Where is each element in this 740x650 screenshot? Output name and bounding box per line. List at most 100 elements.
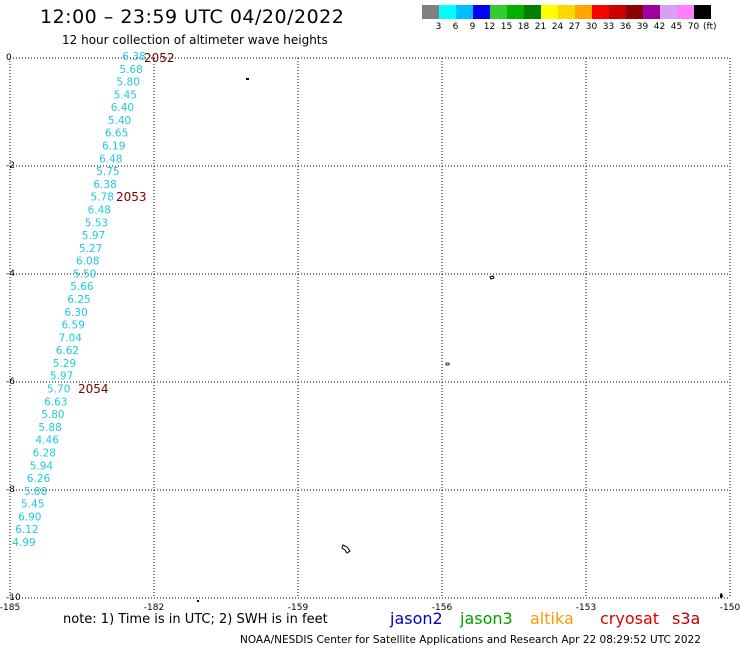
chart-subtitle: 12 hour collection of altimeter wave hei… — [62, 33, 328, 47]
latitude-tick-label: -6 — [6, 377, 15, 387]
wave-height-label: 6.26 — [27, 473, 51, 485]
legend-unit: (ft) — [703, 22, 717, 32]
wave-height-label: 5.66 — [70, 281, 94, 293]
island-outlines — [197, 78, 723, 602]
legend-swatch — [524, 5, 541, 19]
wave-height-label: 5.45 — [21, 499, 44, 511]
legend-swatch — [473, 5, 490, 19]
satellite-legend-jason2: jason2 — [390, 609, 443, 628]
wave-height-label: 5.97 — [50, 371, 73, 383]
wave-height-label: 5.80 — [41, 409, 64, 421]
legend-swatch — [643, 5, 660, 19]
wave-height-label: 6.63 — [44, 396, 67, 408]
legend-swatch — [558, 5, 575, 19]
wave-height-label: 5.88 — [24, 486, 47, 498]
wave-height-label: 6.19 — [102, 141, 125, 153]
legend-label: 33 — [602, 22, 615, 32]
longitude-tick-label: -159 — [288, 603, 309, 610]
satellite-legend-altika: altika — [530, 609, 574, 628]
island-marker — [246, 78, 249, 80]
legend-label: 15 — [500, 22, 513, 32]
island-marker — [197, 600, 199, 602]
island-outline — [720, 593, 723, 598]
wave-height-label: 6.59 — [62, 320, 85, 332]
latitude-tick-label: -2 — [6, 161, 15, 171]
wave-height-label: 4.46 — [36, 435, 60, 447]
legend-swatch — [694, 5, 711, 19]
legend-swatch — [626, 5, 643, 19]
wave-height-label: 5.29 — [53, 358, 76, 370]
wave-height-label: 5.53 — [85, 217, 108, 229]
legend-label: 6 — [452, 22, 459, 32]
wave-height-label: 5.68 — [119, 64, 142, 76]
legend-swatch — [677, 5, 694, 19]
legend-swatch — [575, 5, 592, 19]
legend-swatch — [439, 5, 456, 19]
legend-swatch — [592, 5, 609, 19]
wave-height-label: 6.25 — [67, 294, 90, 306]
wave-height-label: 5.40 — [108, 115, 131, 127]
map-gridlines — [9, 57, 731, 599]
footer-note: note: 1) Time is in UTC; 2) SWH is in fe… — [63, 612, 328, 627]
satellite-legend-s3a: s3a — [672, 609, 701, 628]
wave-height-label: 6.12 — [15, 524, 38, 536]
legend-swatch — [541, 5, 558, 19]
legend-label: 3 — [435, 22, 442, 32]
legend-label: 30 — [585, 22, 598, 32]
latitude-tick-label: -8 — [6, 485, 15, 495]
wave-height-label: 6.40 — [111, 102, 134, 114]
wave-height-label: 6.28 — [33, 448, 56, 460]
legend-swatch — [422, 5, 439, 19]
legend-label: 12 — [483, 22, 496, 32]
wave-height-label: 5.70 — [47, 384, 70, 396]
longitude-tick-label: -150 — [720, 603, 740, 610]
wave-height-label: 5.50 — [73, 268, 96, 280]
wave-height-label: 6.48 — [99, 153, 122, 165]
chart-title: 12:00 – 23:59 UTC 04/20/2022 — [40, 6, 345, 28]
legend-swatch — [456, 5, 473, 19]
wave-height-label: 6.65 — [105, 128, 128, 140]
wave-height-label: 5.78 — [91, 192, 114, 204]
wave-height-label: 6.48 — [88, 205, 111, 217]
wave-height-label: 5.75 — [96, 166, 119, 178]
wave-height-label: 5.45 — [114, 89, 137, 101]
legend-swatch — [507, 5, 524, 19]
legend-label: 21 — [534, 22, 547, 32]
altimeter-map: -185 -182 -159 -156 -153 -150 0 -2 -4 -6 -8 -10 6.3… — [0, 51, 740, 610]
island-outline — [489, 275, 495, 280]
legend-swatch — [660, 5, 677, 19]
legend-label: 24 — [551, 22, 564, 32]
wave-height-label: 5.88 — [38, 422, 61, 434]
legend-swatch — [609, 5, 626, 19]
longitude-tick-label: -185 — [0, 603, 20, 610]
wave-height-label: 5.94 — [30, 460, 54, 472]
wave-height-label: 6.90 — [18, 511, 41, 523]
latitude-tick-label: -10 — [6, 593, 21, 603]
legend-swatch — [490, 5, 507, 19]
wave-height-label: 7.04 — [59, 332, 83, 344]
longitude-tick-label: -156 — [432, 603, 453, 610]
pass-time-label: 2054 — [78, 382, 109, 396]
island-outline — [445, 362, 450, 366]
legend-label: 9 — [469, 22, 476, 32]
pass-time-label: 2052 — [144, 51, 175, 65]
credit-line: NOAA/NESDIS Center for Satellite Applica… — [240, 634, 701, 646]
satellite-track: 6.385.685.805.456.405.406.656.196.485.75… — [12, 51, 174, 549]
wave-height-label: 5.97 — [82, 230, 105, 242]
legend-label: 27 — [568, 22, 581, 32]
legend-label: 36 — [619, 22, 632, 32]
satellite-legend-cryosat: cryosat — [600, 609, 660, 628]
legend-label: 42 — [653, 22, 666, 32]
axis-tick-labels: -185 -182 -159 -156 -153 -150 0 -2 -4 -6 -8 -10 — [0, 53, 740, 610]
wave-height-label: 5.27 — [79, 243, 102, 255]
wave-height-label: 4.99 — [12, 537, 35, 549]
legend-label: 39 — [636, 22, 649, 32]
wave-height-label: 6.38 — [122, 51, 145, 63]
legend-label: 70 — [687, 22, 700, 32]
legend-label: 18 — [517, 22, 530, 32]
satellite-legend-jason3: jason3 — [460, 609, 513, 628]
longitude-tick-label: -153 — [576, 603, 596, 610]
wave-height-label: 6.62 — [56, 345, 79, 357]
legend-label: 45 — [670, 22, 683, 32]
island-outline — [341, 544, 351, 554]
